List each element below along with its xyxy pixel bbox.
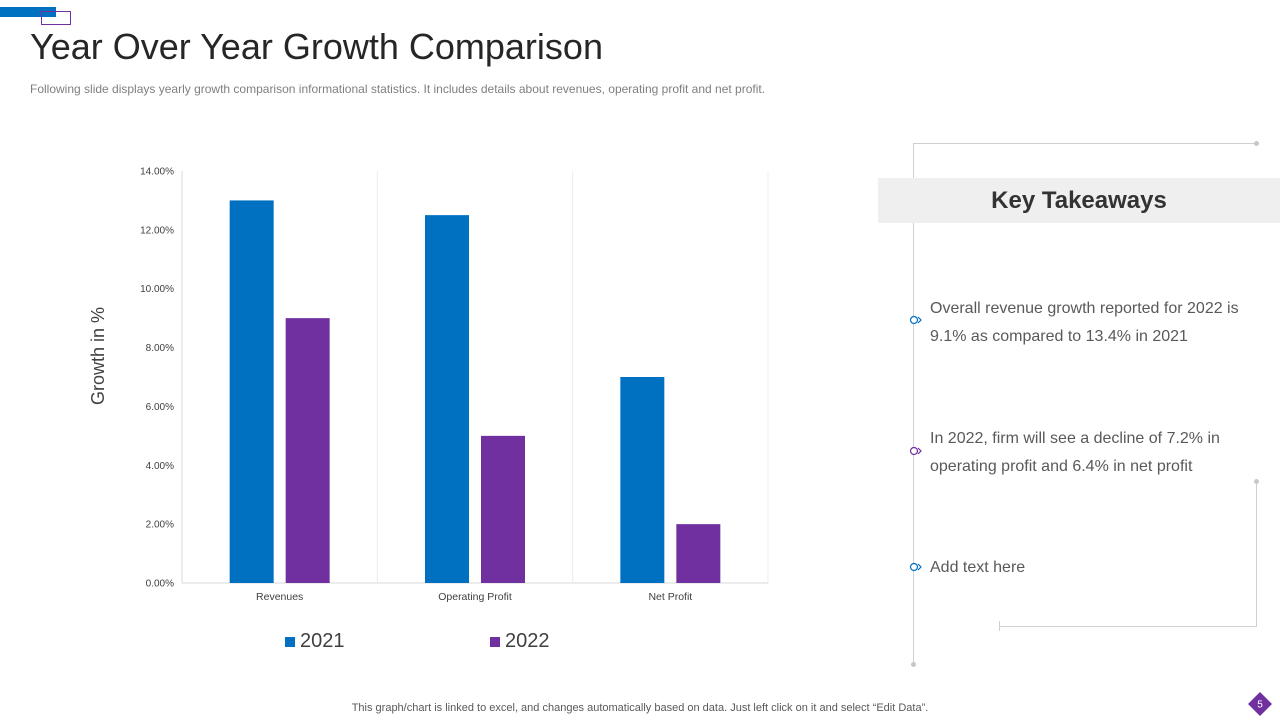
page-number-badge: 5 <box>1248 692 1272 716</box>
chart-grid <box>181 171 769 584</box>
y-tick-label: 2.00% <box>146 520 174 531</box>
panel-right-line <box>1256 482 1257 626</box>
y-tick-label: 12.00% <box>140 225 174 236</box>
x-category-label: Operating Profit <box>438 591 512 603</box>
y-tick-label: 0.00% <box>146 579 174 590</box>
y-axis-label: Growth in % <box>88 307 108 405</box>
bar-2021-operating-profit[interactable] <box>425 215 469 583</box>
takeaways-heading: Key Takeaways <box>878 178 1280 223</box>
legend-swatch-2021 <box>285 636 295 647</box>
legend-item-2022: 2022 <box>490 630 550 653</box>
bar-2022-revenues[interactable] <box>285 318 330 583</box>
y-tick-label: 4.00% <box>146 461 174 472</box>
legend-swatch-2022 <box>490 636 500 647</box>
x-axis-categories: Revenues Operating Profit Net Profit <box>256 591 692 603</box>
panel-right-dot <box>1254 479 1259 484</box>
takeaway-point-2: In 2022, firm will see a decline of 7.2%… <box>930 430 1220 475</box>
y-tick-label: 10.00% <box>140 284 174 295</box>
panel-bottom-dot <box>911 662 916 667</box>
legend-label-2022: 2022 <box>505 630 550 652</box>
panel-bottom-tick <box>999 621 1000 631</box>
panel-top-dot <box>1254 141 1259 146</box>
bar-2021-revenues[interactable] <box>229 200 274 583</box>
chevron-circle-icon <box>909 446 922 456</box>
y-tick-label: 6.00% <box>146 402 174 413</box>
panel-bottom-line <box>999 626 1257 627</box>
y-axis-ticks: 0.00% 2.00% 4.00% 6.00% 8.00% 10.00% 12.00% 14.… <box>140 167 174 590</box>
y-tick-label: 14.00% <box>140 167 174 178</box>
bar-2022-net-profit[interactable] <box>676 524 721 583</box>
chevron-circle-icon <box>909 562 922 572</box>
panel-top-line <box>913 143 1257 144</box>
y-tick-label: 8.00% <box>146 343 174 354</box>
takeaway-point-1: Overall revenue growth reported for 2022… <box>930 300 1239 345</box>
x-category-label: Revenues <box>256 591 303 603</box>
legend-item-2021: 2021 <box>285 630 345 653</box>
header-accent-bar <box>0 7 56 17</box>
header-accent-box <box>41 11 71 25</box>
panel-left-line <box>913 143 914 665</box>
page-subtitle: Following slide displays yearly growth c… <box>30 82 766 96</box>
chevron-circle-icon <box>909 315 922 325</box>
bar-2021-net-profit[interactable] <box>620 377 665 583</box>
footer-note: This graph/chart is linked to excel, and… <box>351 702 929 714</box>
legend-label-2021: 2021 <box>300 630 345 652</box>
bar-2022-operating-profit[interactable] <box>481 435 525 583</box>
page-title: Year Over Year Growth Comparison <box>30 26 603 67</box>
page-number: 5 <box>1257 700 1263 711</box>
takeaway-point-3[interactable]: Add text here <box>930 559 1026 576</box>
chart-bars[interactable] <box>229 200 721 583</box>
x-category-label: Net Profit <box>648 591 692 603</box>
growth-bar-chart[interactable]: 0.00% 2.00% 4.00% 6.00% 8.00% 10.00% 12.00% 14.… <box>0 0 880 620</box>
